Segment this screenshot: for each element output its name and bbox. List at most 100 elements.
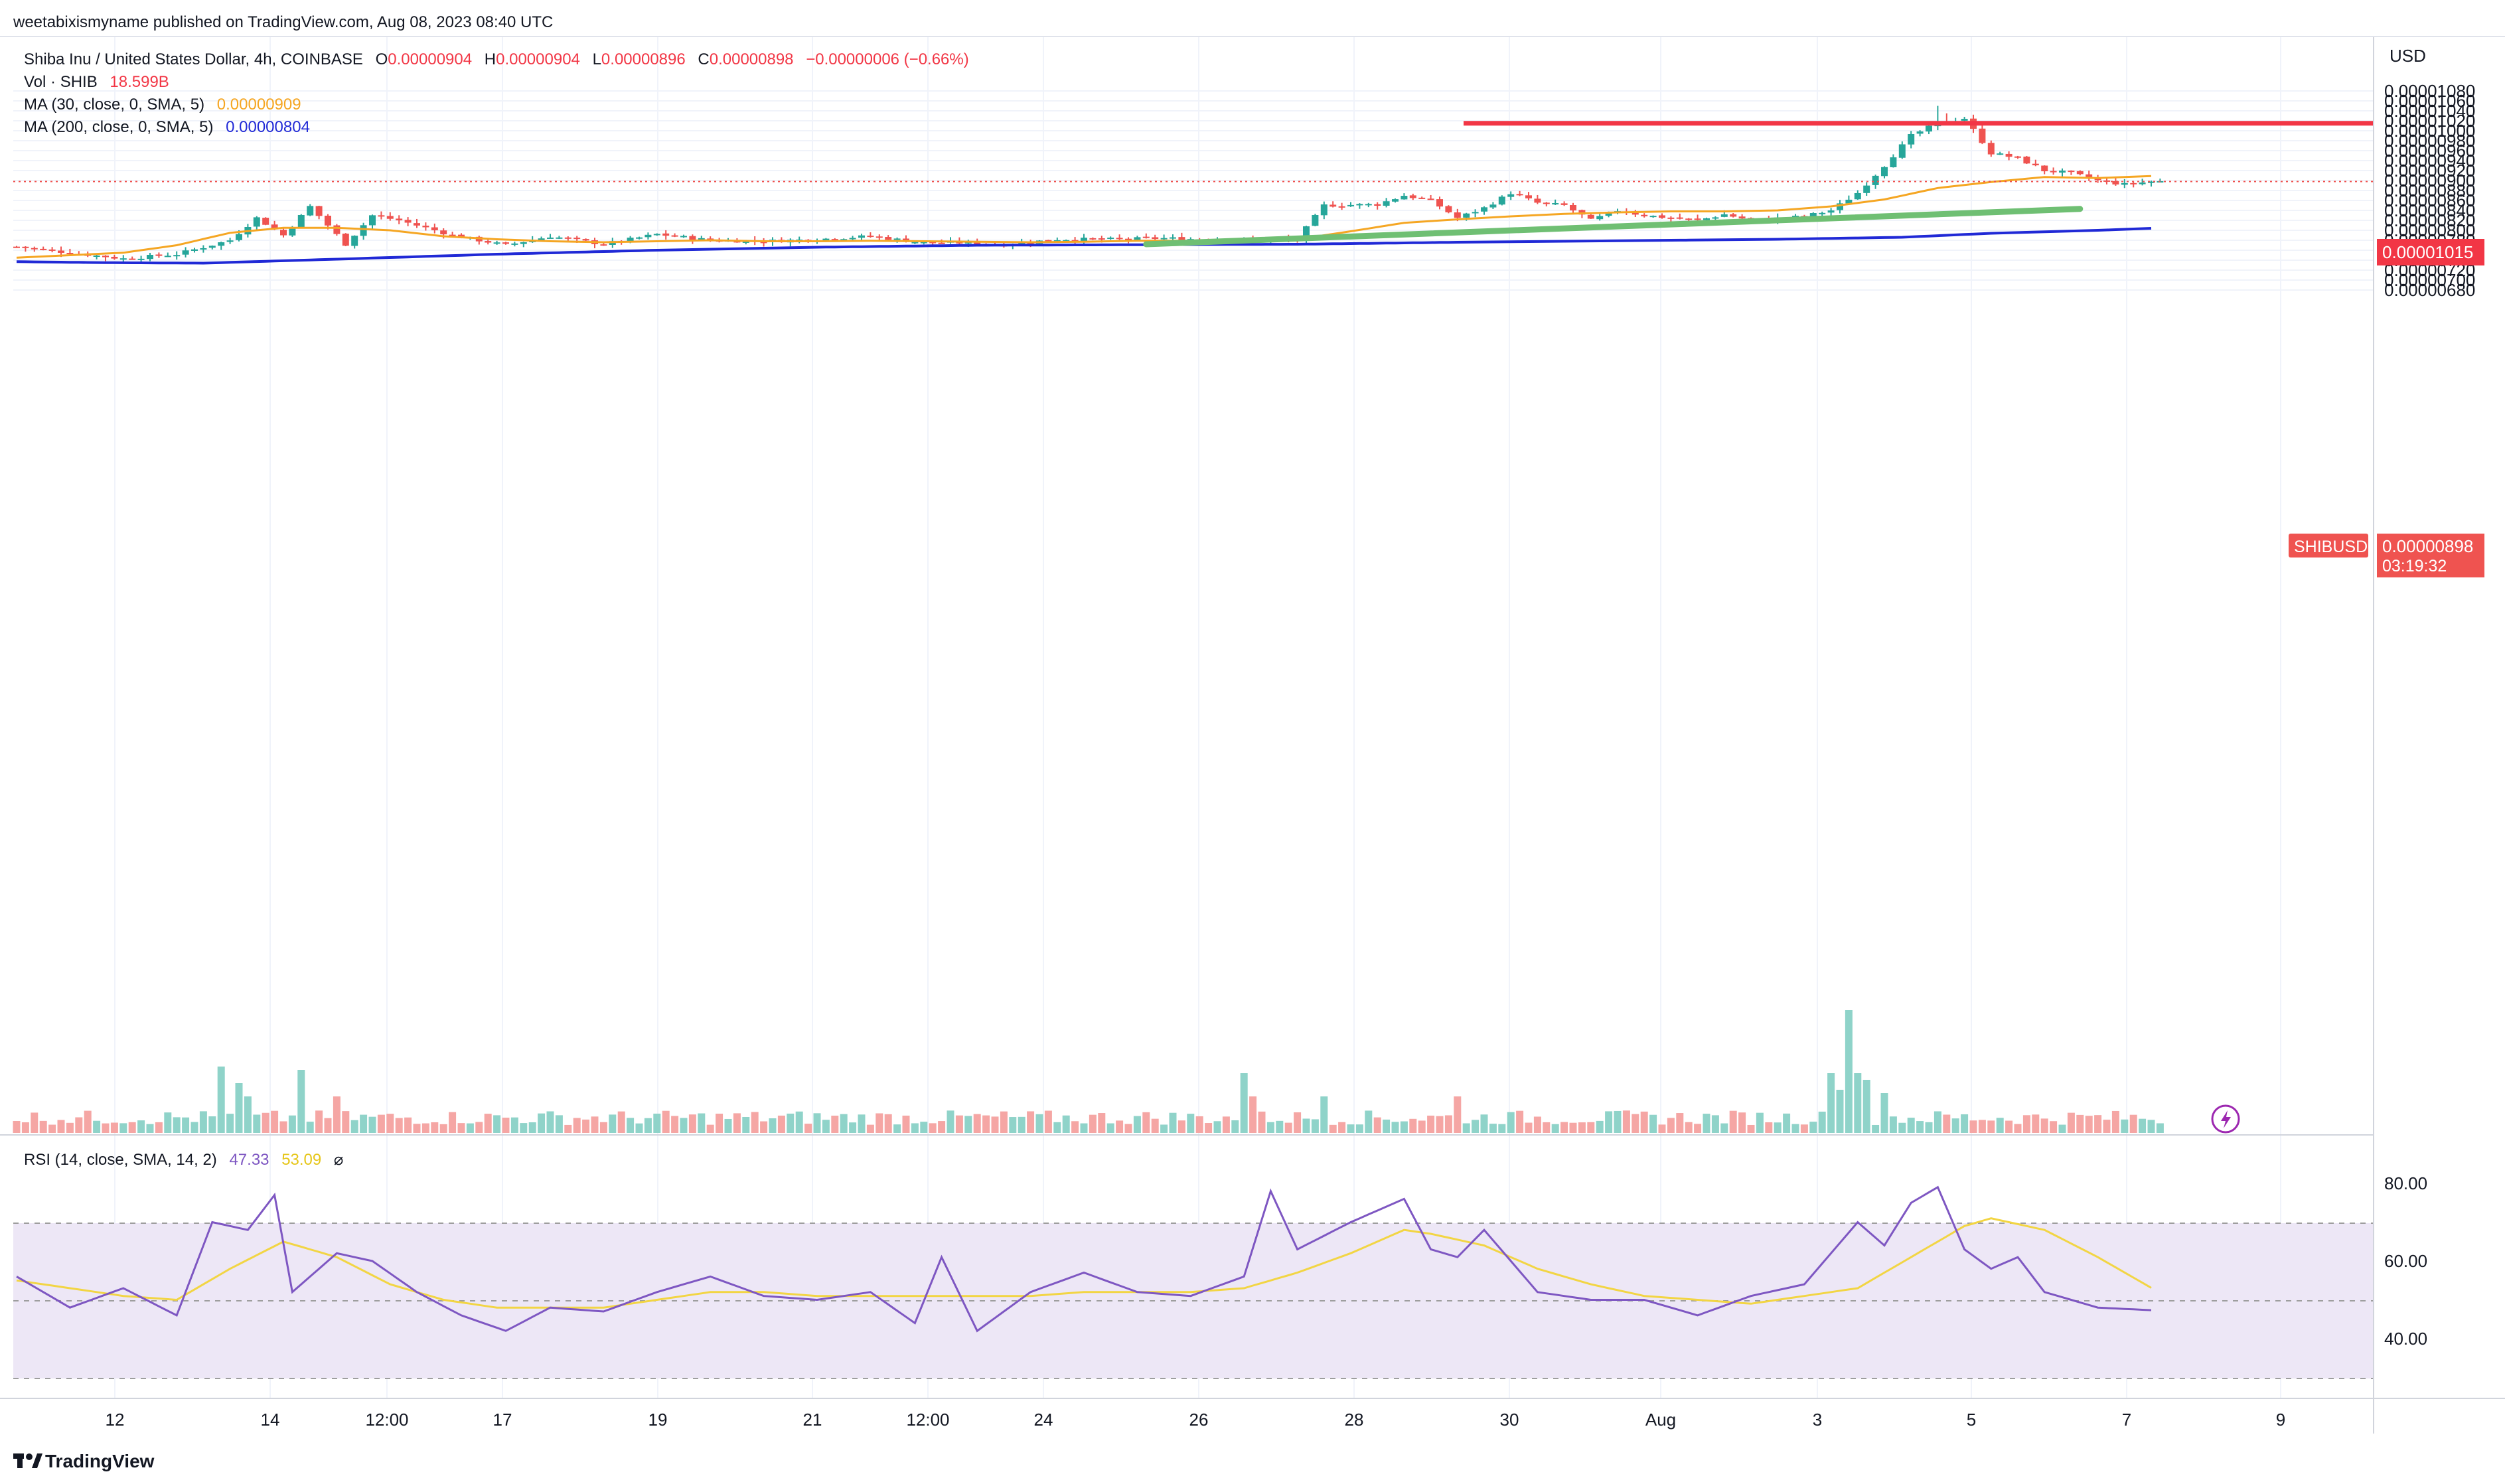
volume-bar [1187, 1114, 1195, 1133]
candle-body [1018, 242, 1025, 245]
last-price-label: 0.00000898 [2382, 536, 2473, 556]
volume-bar [1338, 1122, 1346, 1133]
volume-bar [1489, 1124, 1497, 1133]
rsi-legend[interactable]: RSI (14, close, SMA, 14, 2) 47.33 53.09 … [24, 1150, 343, 1169]
candle-body [1116, 238, 1123, 240]
volume-bar [1347, 1124, 1355, 1133]
volume-bar [324, 1118, 332, 1133]
ma30-legend[interactable]: MA (30, close, 0, SMA, 5) 0.00000909 [24, 96, 301, 114]
time-tick-label: 7 [2122, 1410, 2131, 1430]
candle-body [1872, 175, 1879, 185]
volume-bar [1124, 1124, 1132, 1133]
rsi-axis[interactable]: 80.00 60.00 40.00 [2384, 1173, 2427, 1349]
volume-bar [609, 1114, 617, 1133]
volume-bar [1836, 1090, 1844, 1133]
candle-body [1641, 214, 1648, 216]
candle-body [31, 248, 38, 250]
volume-bar [1240, 1073, 1248, 1133]
candle-body [182, 250, 189, 255]
candle-body [333, 225, 341, 234]
candle-body [582, 239, 589, 241]
volume-bar [1756, 1112, 1764, 1133]
volume-bar [2129, 1114, 2137, 1133]
volume-bar [1605, 1111, 1613, 1133]
candle-body [102, 256, 109, 258]
volume-bar [2147, 1120, 2155, 1133]
candle-body [1534, 198, 1541, 203]
volume-bar [1961, 1114, 1969, 1133]
price-tick-label: 0.00000820 [2384, 210, 2475, 230]
volume-bar [991, 1116, 999, 1133]
ma200-value: 0.00000804 [226, 118, 310, 136]
candle-body [1997, 153, 2004, 155]
price-axis[interactable]: 0.000010800.000010600.000010400.00001020… [2384, 81, 2475, 300]
candle-body [1792, 216, 1799, 218]
price-tick-label: 0.00000920 [2384, 161, 2475, 181]
volume-bar [182, 1117, 190, 1133]
candle-body [1979, 128, 1986, 143]
candle-body [191, 249, 198, 251]
tradingview-logo[interactable] [13, 1453, 42, 1468]
candle-body [1908, 133, 1915, 145]
volume-bar [858, 1114, 866, 1133]
candle-body [422, 225, 429, 228]
candle-body [378, 215, 385, 217]
rsi-tick-label: 80.00 [2384, 1173, 2427, 1193]
lightning-icon-glyph [2221, 1110, 2231, 1128]
volume-bar [1711, 1115, 1719, 1133]
candle-body [502, 242, 509, 244]
resistance-price-tag [2377, 239, 2484, 265]
candle-body [893, 238, 901, 240]
candle-body [1170, 237, 1176, 239]
volume-bar [262, 1112, 269, 1133]
volume-bar [1266, 1122, 1274, 1133]
volume-bar [1258, 1111, 1266, 1133]
volume-bar [2085, 1116, 2093, 1133]
volume-bar [208, 1116, 216, 1133]
candle-body [1160, 238, 1168, 240]
volume-bar [804, 1124, 812, 1133]
volume-bar [1818, 1111, 1826, 1133]
volume-bar [1418, 1120, 1426, 1133]
candle-body [40, 248, 47, 250]
candle-body [2076, 171, 2084, 175]
candle-body [1819, 212, 1826, 214]
volume-bar [1400, 1121, 1408, 1133]
volume-bar [617, 1111, 625, 1133]
time-tick-label: 12:00 [906, 1410, 949, 1430]
volume-bar [110, 1122, 118, 1133]
volume-bar [555, 1115, 563, 1133]
volume-bar [2111, 1110, 2119, 1133]
volume-bar [1774, 1122, 1782, 1133]
volume-bar [1444, 1115, 1452, 1133]
volume-bar [21, 1122, 29, 1133]
last-price-tag [2377, 534, 2484, 577]
candle-body [911, 242, 919, 244]
candle-body [1303, 226, 1310, 240]
time-tick-label: 5 [1967, 1410, 1976, 1430]
volume-bar [226, 1114, 234, 1133]
candle-body [1854, 192, 1861, 200]
volume-bar [1213, 1121, 1221, 1133]
volume-bar [1622, 1110, 1630, 1133]
candle-body [1445, 206, 1452, 212]
ma200-legend[interactable]: MA (200, close, 0, SMA, 5) 0.00000804 [24, 118, 310, 137]
candle-body [573, 238, 581, 240]
time-axis[interactable]: 12 14 12:00 17 19 21 12:00 24 26 28 30 Aug 3 5 7 9 [106, 1410, 2286, 1430]
volume-bar [413, 1124, 421, 1133]
price-tick-label: 0.00001040 [2384, 101, 2475, 121]
symbol-legend[interactable]: Shiba Inu / United States Dollar, 4h, CO… [24, 50, 969, 69]
candle-body [1329, 204, 1337, 207]
candle-body [297, 214, 305, 228]
volume-bar [769, 1118, 777, 1133]
candle-body [1916, 131, 1924, 134]
volume-bar [564, 1124, 572, 1133]
candle-body [671, 235, 678, 237]
volume-bar [671, 1116, 679, 1133]
support-trendline[interactable] [1143, 206, 2084, 248]
eye-icon[interactable]: ⌀ [333, 1151, 344, 1169]
volume-bar [1053, 1122, 1061, 1133]
volume-legend[interactable]: Vol · SHIB 18.599B [24, 73, 169, 92]
volume-bar [66, 1122, 74, 1133]
